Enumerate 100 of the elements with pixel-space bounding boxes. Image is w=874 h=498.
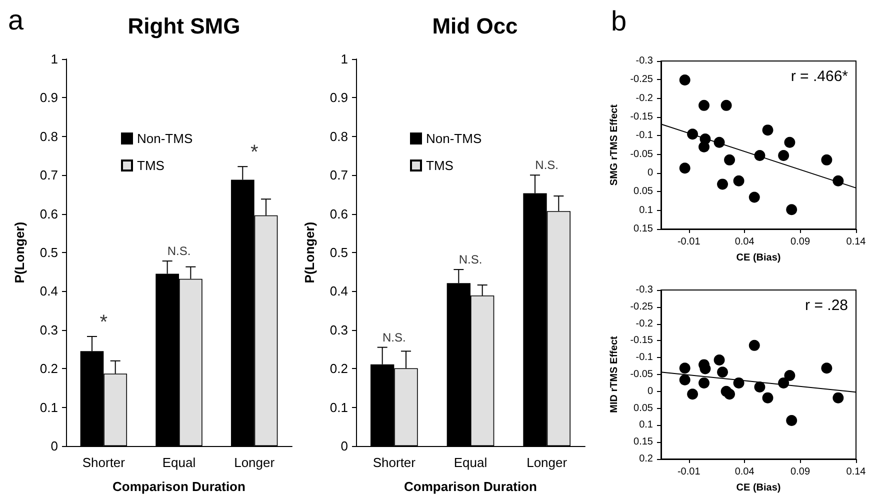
- chart-title: Mid Occ: [432, 14, 518, 38]
- point: [724, 388, 736, 400]
- point: [714, 354, 725, 366]
- annotation: r = .466*: [790, 68, 848, 85]
- annotation: N.S.: [458, 252, 482, 267]
- y-axis-title: MID rTMS Effect: [608, 335, 620, 413]
- point: [717, 366, 728, 378]
- y-tick-label: 0: [340, 438, 348, 454]
- y-tick-label: 0.3: [40, 322, 58, 338]
- point: [679, 374, 690, 386]
- y-tick-label: -0.25: [630, 74, 654, 86]
- x-tick-label: Equal: [454, 455, 488, 470]
- y-axis-title: SMG rTMS Effect: [608, 104, 620, 186]
- chart-title: Right SMG: [128, 14, 240, 38]
- y-tick-label: 0.9: [330, 90, 348, 106]
- y-tick-label: -0.2: [636, 318, 654, 330]
- y-axis-title: P(Longer): [302, 222, 317, 284]
- y-tick-label: 0.3: [330, 322, 348, 338]
- y-tick-label: 0.15: [634, 436, 654, 448]
- y-tick-label: 0.15: [634, 224, 654, 234]
- x-tick-label: 0.04: [734, 236, 755, 248]
- x-tick-label: 0.09: [790, 466, 810, 478]
- annotation: N.S.: [382, 330, 406, 344]
- annotation: r = .28: [805, 297, 848, 314]
- y-tick-label: 0.6: [330, 206, 348, 222]
- y-tick-label: 0.05: [634, 186, 654, 198]
- point: [679, 362, 690, 374]
- y-tick-label: 0.4: [40, 284, 58, 299]
- y-tick-label: -0.3: [636, 56, 654, 66]
- y-tick-label: 0.7: [330, 168, 348, 183]
- point: [762, 392, 774, 404]
- y-tick-label: 0: [647, 386, 654, 397]
- y-tick-label: 0: [50, 438, 58, 454]
- x-tick-label: Shorter: [82, 455, 126, 470]
- y-tick-label: 0.2: [40, 361, 58, 376]
- annotation: *: [250, 142, 258, 164]
- y-tick-label: 1: [340, 52, 348, 66]
- y-tick-label: -0.05: [630, 148, 654, 160]
- point: [821, 362, 832, 374]
- x-tick-label: Equal: [162, 455, 196, 470]
- point: [679, 162, 690, 174]
- text: a: [8, 4, 24, 36]
- x-axis-title: CE (Bias): [736, 252, 781, 264]
- y-tick-label: 0.6: [40, 206, 58, 222]
- y-tick-label: -0.1: [636, 130, 654, 142]
- y-tick-label: 0.1: [40, 400, 58, 415]
- point: [687, 388, 698, 400]
- point: [724, 154, 736, 166]
- point: [786, 204, 798, 216]
- point: [717, 178, 728, 190]
- point: [784, 136, 796, 148]
- legend-label: Non-TMS: [137, 131, 193, 146]
- y-tick-label: 0.5: [330, 245, 348, 260]
- point: [748, 192, 760, 203]
- chart-title: b: [611, 6, 627, 36]
- annotation: N.S.: [535, 158, 559, 172]
- y-tick-label: 0.1: [330, 400, 348, 415]
- y-tick-label: 0: [647, 168, 654, 178]
- point: [698, 377, 710, 388]
- point: [786, 414, 798, 426]
- y-tick-label: 0.1: [639, 420, 654, 431]
- point: [733, 175, 744, 186]
- y-tick-label: -0.1: [636, 352, 654, 364]
- x-axis-title: CE (Bias): [736, 482, 781, 494]
- point: [832, 392, 844, 404]
- legend-label: TMS: [426, 158, 454, 173]
- y-tick-label: -0.25: [630, 301, 654, 312]
- point: [748, 340, 760, 351]
- x-tick-label: -0.01: [677, 466, 701, 478]
- y-axis-title: P(Longer): [12, 222, 27, 284]
- point: [784, 370, 796, 382]
- x-tick-label: Longer: [234, 455, 276, 470]
- x-tick-label: 0.04: [734, 466, 755, 478]
- y-tick-label: 0.1: [639, 204, 654, 216]
- annotation: N.S.: [167, 244, 191, 258]
- point: [698, 100, 710, 111]
- x-tick-label: 0.14: [846, 236, 866, 248]
- legend-label: TMS: [137, 158, 165, 173]
- x-axis-title: Comparison Duration: [112, 479, 246, 494]
- y-tick-label: 0.9: [40, 90, 58, 106]
- point: [821, 154, 832, 166]
- y-tick-label: 0.7: [40, 168, 58, 183]
- y-tick-label: 1: [50, 52, 58, 66]
- y-tick-label: -0.05: [630, 369, 654, 380]
- y-tick-label: -0.3: [636, 284, 654, 296]
- point: [720, 100, 732, 111]
- point: [778, 150, 790, 161]
- y-tick-label: 0.5: [40, 245, 58, 260]
- y-tick-label: 0.05: [634, 402, 654, 414]
- x-tick-label: -0.01: [677, 236, 701, 248]
- x-tick-label: 0.09: [790, 236, 810, 248]
- y-tick-label: 0.8: [40, 128, 58, 144]
- annotation: *: [100, 311, 108, 334]
- y-tick-label: 0.8: [330, 128, 348, 144]
- y-tick-label: 0.2: [330, 361, 348, 376]
- point: [698, 141, 710, 152]
- legend-label: Non-TMS: [426, 131, 482, 146]
- y-tick-label: 0.2: [639, 454, 654, 464]
- y-tick-label: -0.15: [630, 335, 654, 346]
- x-tick-label: 0.14: [846, 466, 866, 478]
